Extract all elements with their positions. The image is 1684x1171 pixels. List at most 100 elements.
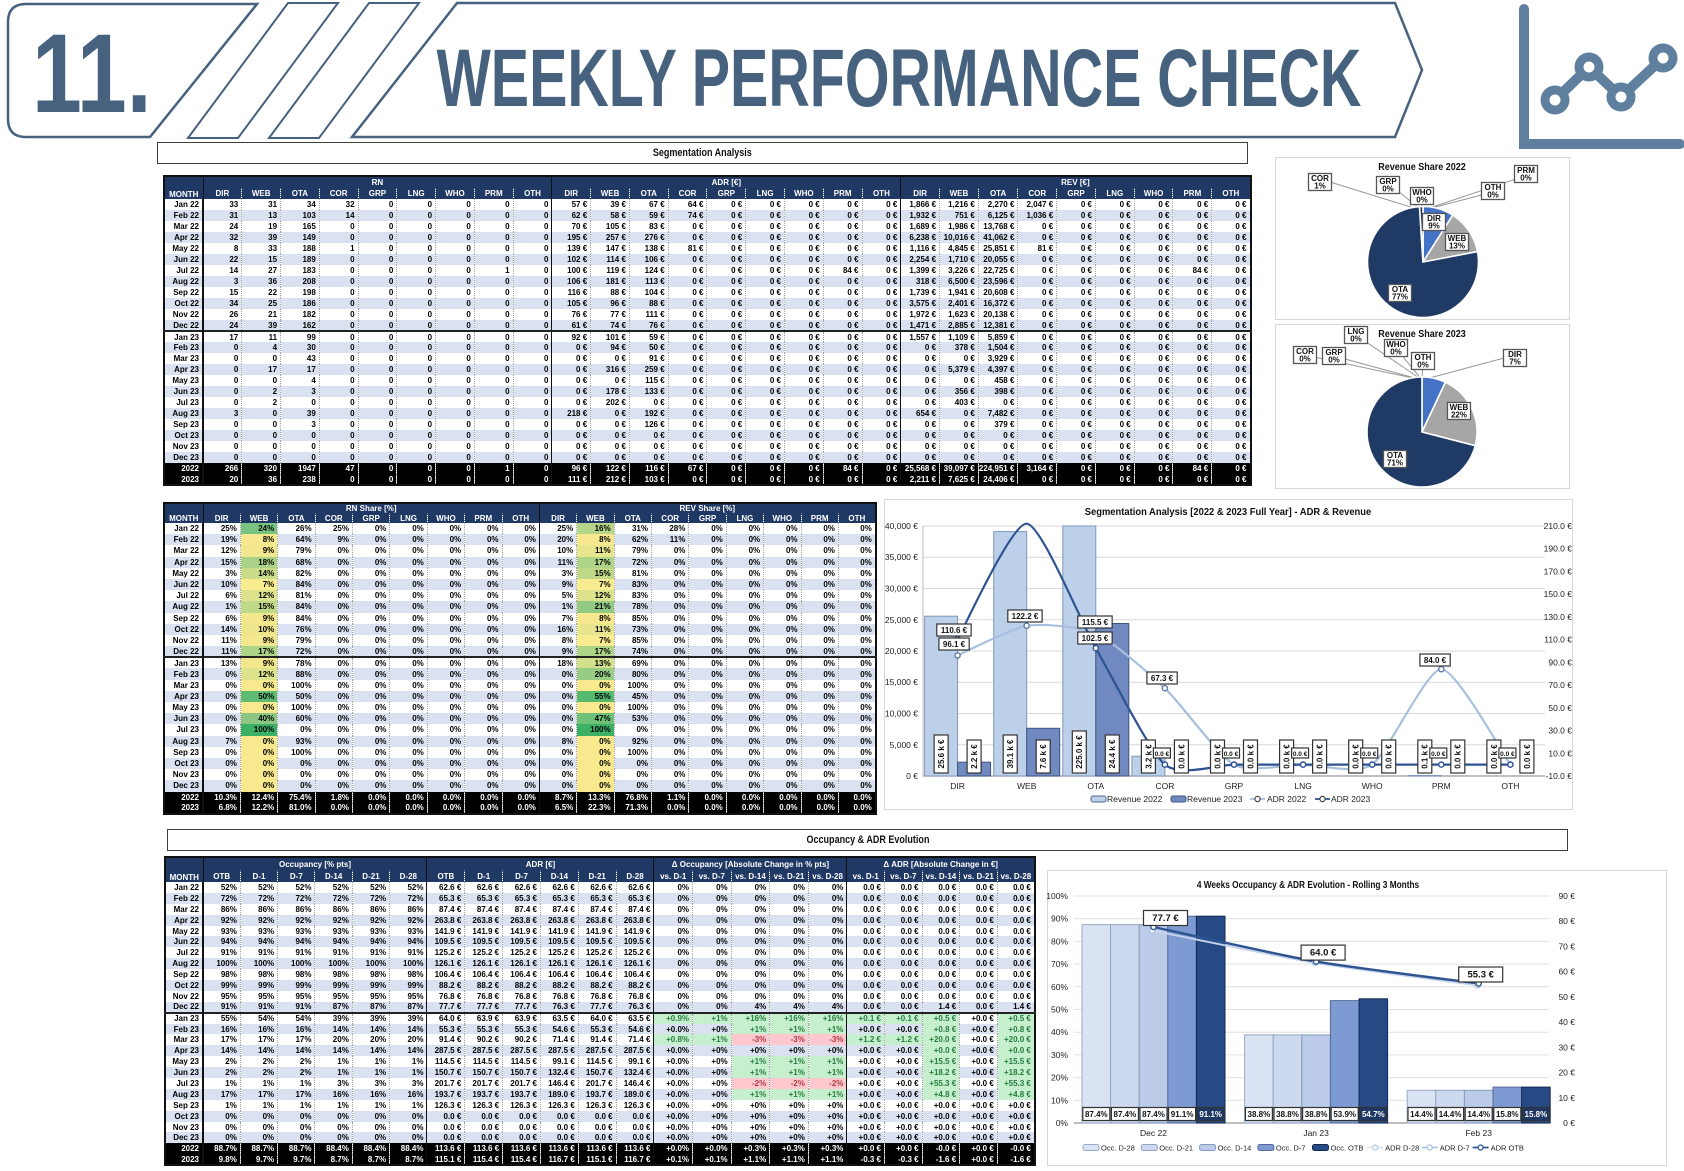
- svg-text:WHO: WHO: [1362, 781, 1383, 791]
- svg-text:55.3 €: 55.3 €: [1467, 969, 1494, 980]
- svg-text:PRM: PRM: [1432, 781, 1451, 791]
- svg-text:130.0 €: 130.0 €: [1544, 612, 1573, 622]
- svg-text:67.3 €: 67.3 €: [1151, 674, 1174, 683]
- svg-text:7.6 k €: 7.6 k €: [1039, 744, 1048, 769]
- svg-text:20%: 20%: [1051, 1073, 1068, 1083]
- svg-text:77.7 €: 77.7 €: [1152, 913, 1179, 924]
- svg-text:54.7%: 54.7%: [1362, 1110, 1385, 1119]
- svg-text:0 €: 0 €: [906, 771, 918, 781]
- svg-text:60 €: 60 €: [1558, 967, 1575, 977]
- svg-text:50%: 50%: [1051, 1005, 1068, 1015]
- svg-text:Revenue 2022: Revenue 2022: [1107, 794, 1163, 804]
- svg-text:Revenue 2023: Revenue 2023: [1187, 794, 1243, 804]
- svg-text:10%: 10%: [1051, 1095, 1068, 1105]
- svg-text:38.8%: 38.8%: [1305, 1110, 1328, 1119]
- svg-text:GRP: GRP: [1225, 781, 1244, 791]
- svg-text:0%: 0%: [1328, 356, 1340, 365]
- svg-text:GRP: GRP: [1379, 177, 1397, 186]
- svg-text:0.0 k €: 0.0 k €: [1352, 744, 1361, 769]
- svg-text:2.2 k €: 2.2 k €: [970, 744, 979, 769]
- svg-text:0%: 0%: [1417, 361, 1429, 370]
- svg-text:40,000 €: 40,000 €: [885, 521, 918, 531]
- svg-text:20,000 €: 20,000 €: [885, 646, 918, 656]
- svg-text:40%: 40%: [1051, 1027, 1068, 1037]
- svg-text:Revenue Share 2022: Revenue Share 2022: [1378, 162, 1465, 174]
- svg-text:77%: 77%: [1392, 293, 1408, 302]
- svg-text:70%: 70%: [1051, 959, 1068, 969]
- svg-text:-10.0 €: -10.0 €: [1546, 771, 1573, 781]
- svg-text:38.8%: 38.8%: [1248, 1110, 1271, 1119]
- svg-text:110.0 €: 110.0 €: [1544, 635, 1572, 645]
- svg-text:80%: 80%: [1051, 936, 1068, 946]
- svg-text:OTA: OTA: [1087, 781, 1104, 791]
- svg-text:ADR D-28: ADR D-28: [1385, 1144, 1419, 1153]
- svg-text:0.0 €: 0.0 €: [1431, 751, 1446, 758]
- svg-text:190.0 €: 190.0 €: [1544, 544, 1573, 554]
- svg-text:WHO: WHO: [1412, 188, 1432, 197]
- svg-text:11.: 11.: [32, 12, 152, 137]
- svg-text:WEB: WEB: [1450, 403, 1469, 412]
- svg-text:87.4%: 87.4%: [1142, 1110, 1165, 1119]
- svg-text:0.0 €: 0.0 €: [1293, 751, 1308, 758]
- svg-text:Occ. D-28: Occ. D-28: [1101, 1144, 1135, 1153]
- svg-text:Revenue Share 2023: Revenue Share 2023: [1378, 329, 1465, 341]
- svg-text:WEB: WEB: [1017, 781, 1037, 791]
- svg-text:PRM: PRM: [1517, 166, 1535, 175]
- svg-text:64.0 €: 64.0 €: [1310, 948, 1337, 959]
- svg-text:0.0 €: 0.0 €: [1155, 751, 1170, 758]
- svg-text:LNG: LNG: [1348, 327, 1365, 336]
- svg-text:40 €: 40 €: [1558, 1017, 1575, 1027]
- svg-text:210.0 €: 210.0 €: [1544, 521, 1573, 531]
- svg-text:Segmentation Analysis [2022 &: Segmentation Analysis [2022 & 2023 Full …: [1085, 507, 1372, 518]
- svg-text:14.4%: 14.4%: [1439, 1110, 1462, 1119]
- svg-text:0.0 k €: 0.0 k €: [1177, 744, 1186, 769]
- svg-text:LNG: LNG: [1294, 781, 1311, 791]
- svg-text:38.8%: 38.8%: [1276, 1110, 1299, 1119]
- svg-text:10 €: 10 €: [1558, 1093, 1575, 1103]
- svg-text:30.0 €: 30.0 €: [1548, 726, 1572, 736]
- svg-text:0.0 k €: 0.0 k €: [1283, 744, 1292, 769]
- svg-text:0%: 0%: [1390, 348, 1402, 357]
- svg-text:ADR 2022: ADR 2022: [1267, 794, 1306, 804]
- svg-text:30%: 30%: [1051, 1050, 1068, 1060]
- svg-text:22%: 22%: [1451, 411, 1467, 420]
- svg-text:0.0 €: 0.0 €: [1500, 751, 1515, 758]
- svg-text:0.0 €: 0.0 €: [1362, 751, 1377, 758]
- svg-text:0.0 k €: 0.0 k €: [1246, 744, 1255, 769]
- svg-text:WEEKLY PERFORMANCE CHECK: WEEKLY PERFORMANCE CHECK: [437, 32, 1362, 124]
- svg-text:0%: 0%: [1520, 174, 1532, 183]
- svg-text:OTH: OTH: [1485, 183, 1502, 192]
- svg-text:4 Weeks Occupancy & ADR Evolut: 4 Weeks Occupancy & ADR Evolution - Roll…: [1197, 879, 1419, 890]
- svg-text:15.8%: 15.8%: [1496, 1110, 1519, 1119]
- svg-text:0%: 0%: [1487, 191, 1499, 200]
- svg-text:14.4%: 14.4%: [1467, 1110, 1490, 1119]
- svg-text:87.4%: 87.4%: [1114, 1110, 1137, 1119]
- svg-text:0.1 k €: 0.1 k €: [1421, 744, 1430, 769]
- svg-text:30,000 €: 30,000 €: [885, 584, 918, 594]
- svg-text:15.8%: 15.8%: [1525, 1110, 1548, 1119]
- svg-text:96.1 €: 96.1 €: [943, 640, 966, 649]
- svg-text:39.1 k €: 39.1 k €: [1006, 739, 1015, 768]
- svg-text:OTH: OTH: [1501, 781, 1519, 791]
- svg-text:70.0 €: 70.0 €: [1548, 680, 1572, 690]
- svg-text:0 €: 0 €: [1563, 1118, 1575, 1128]
- svg-text:Occ. D-21: Occ. D-21: [1159, 1144, 1193, 1153]
- svg-text:170.0 €: 170.0 €: [1544, 567, 1573, 577]
- svg-text:Occ. OTB: Occ. OTB: [1331, 1144, 1364, 1153]
- svg-text:24.4 k €: 24.4 k €: [1108, 739, 1117, 768]
- svg-text:80 €: 80 €: [1558, 916, 1575, 926]
- svg-text:COR: COR: [1155, 781, 1174, 791]
- svg-text:71%: 71%: [1387, 459, 1403, 468]
- svg-text:Jan 23: Jan 23: [1303, 1128, 1329, 1138]
- svg-text:60%: 60%: [1051, 982, 1068, 992]
- svg-text:25,000 €: 25,000 €: [885, 615, 918, 625]
- svg-text:OTA: OTA: [1387, 451, 1404, 460]
- svg-text:90%: 90%: [1051, 914, 1068, 924]
- svg-text:ADR OTB: ADR OTB: [1491, 1144, 1524, 1153]
- svg-text:DIR: DIR: [1508, 350, 1522, 359]
- svg-text:30 €: 30 €: [1558, 1042, 1575, 1052]
- svg-text:102.5 €: 102.5 €: [1082, 634, 1109, 643]
- svg-text:0%: 0%: [1056, 1118, 1069, 1128]
- svg-text:Dec 22: Dec 22: [1140, 1128, 1167, 1138]
- svg-text:0%: 0%: [1299, 355, 1311, 364]
